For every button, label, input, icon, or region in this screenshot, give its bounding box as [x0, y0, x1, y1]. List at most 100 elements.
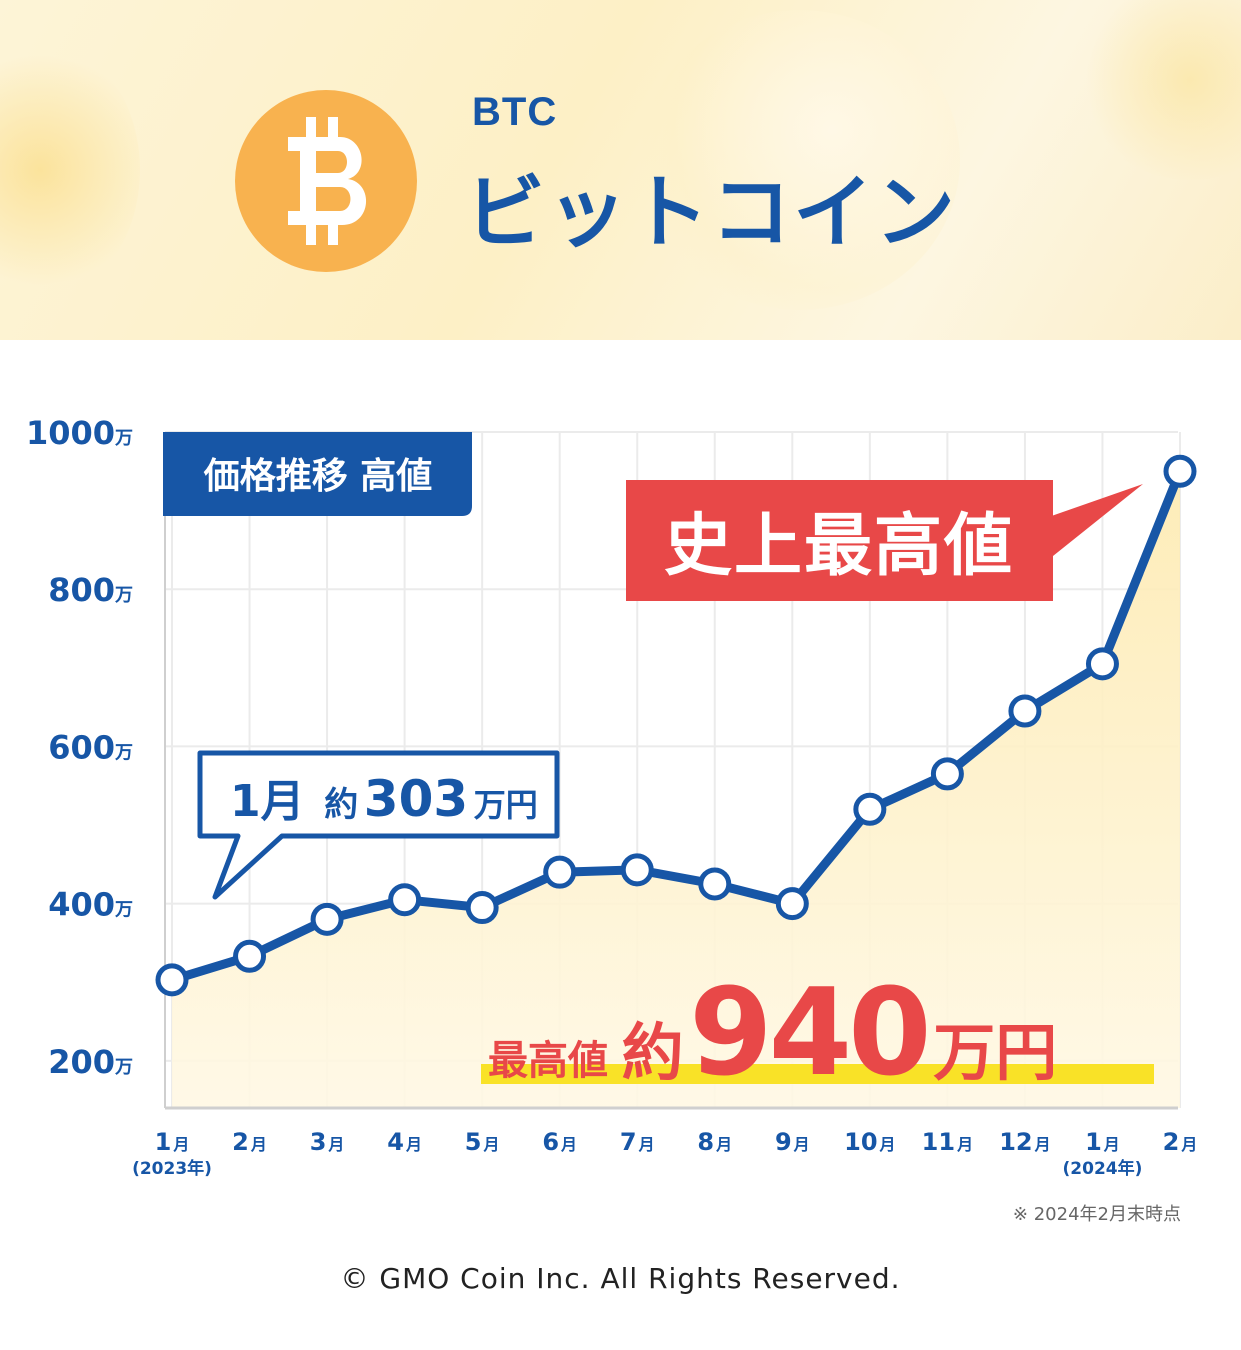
highlight-label: 最高値 — [488, 1038, 608, 1084]
chart-title: 価格推移 高値 — [203, 456, 433, 497]
bitcoin-icon — [235, 90, 417, 272]
header-banner: BTC ビットコイン — [0, 0, 1241, 340]
x-tick-number: 2 — [232, 1128, 249, 1156]
x-tick-number: 3 — [310, 1128, 327, 1156]
badge-label: 史上最高値 — [664, 507, 1014, 586]
callout-unit: 万円 — [474, 786, 538, 824]
x-tick-number: 8 — [697, 1128, 714, 1156]
y-tick-label: 1000万 — [26, 414, 133, 452]
background-blob — [640, 10, 960, 310]
callout-prefix: 約 — [324, 785, 358, 825]
callout-bubble — [197, 750, 560, 900]
y-tick-label: 600万 — [48, 728, 133, 766]
y-tick-unit: 万 — [114, 900, 133, 921]
x-tick-number: 4 — [387, 1128, 404, 1156]
coin-name: ビットコイン — [465, 166, 957, 259]
data-point — [1008, 694, 1042, 728]
data-point — [543, 855, 577, 889]
x-tick-unit: 月 — [250, 1135, 267, 1154]
x-tick-unit: 月 — [1180, 1135, 1197, 1154]
callout-month: 1月 — [230, 776, 305, 827]
x-tick-unit: 月 — [793, 1135, 810, 1154]
x-tick-label: 11 月 — [922, 1128, 973, 1156]
x-tick-unit: 月 — [1103, 1135, 1120, 1154]
data-point — [233, 939, 267, 973]
as-of-note: ※ 2024年2月末時点 — [1012, 1204, 1181, 1225]
data-point — [698, 867, 732, 901]
callout-value: 303 — [364, 770, 468, 828]
x-tick-sublabel: (2024年) — [1063, 1158, 1143, 1179]
svg-text:最高値 約 940 万円: 最高値 約 940 万円 — [488, 964, 1057, 1103]
y-tick-label: 800万 — [48, 571, 133, 609]
x-tick-number: 12 — [999, 1128, 1032, 1156]
highlight-underline — [481, 1064, 1154, 1084]
x-tick-unit: 月 — [482, 1135, 499, 1154]
data-point — [930, 757, 964, 791]
chart-title-tab — [163, 432, 472, 516]
x-tick-unit: 月 — [1034, 1135, 1051, 1154]
x-tick-number: 2 — [1163, 1128, 1180, 1156]
x-tick-unit: 月 — [405, 1135, 422, 1154]
y-tick-value: 400 — [48, 886, 115, 924]
x-tick-sublabel: (2023年) — [132, 1158, 212, 1179]
y-tick-label: 400万 — [48, 886, 133, 924]
y-tick-unit: 万 — [114, 428, 133, 449]
x-tick-number: 10 — [844, 1128, 877, 1156]
y-tick-label: 200万 — [48, 1043, 133, 1081]
x-tick-number: 7 — [620, 1128, 637, 1156]
highlight-value: 940 — [689, 964, 928, 1103]
y-tick-value: 1000 — [26, 414, 115, 452]
highlight-prefix: 約 — [622, 1016, 684, 1089]
x-tick-number: 9 — [775, 1128, 792, 1156]
x-tick-unit: 月 — [715, 1135, 732, 1154]
axes — [164, 432, 1178, 1110]
x-tick-number: 1 — [155, 1128, 172, 1156]
record-badge: 史上最高値 — [626, 480, 1143, 601]
x-tick-number: 1 — [1085, 1128, 1102, 1156]
x-tick-unit: 月 — [560, 1135, 577, 1154]
data-point — [388, 883, 422, 917]
y-tick-value: 600 — [48, 728, 115, 766]
data-point — [1163, 454, 1197, 488]
data-point — [853, 792, 887, 826]
badge-box — [626, 480, 1053, 601]
data-points — [155, 454, 1197, 997]
y-tick-unit: 万 — [114, 585, 133, 606]
x-tick-unit: 月 — [879, 1135, 896, 1154]
x-tick-unit: 月 — [327, 1135, 344, 1154]
x-tick-unit: 月 — [956, 1135, 973, 1154]
y-tick-value: 800 — [48, 571, 115, 609]
highlight-unit: 万円 — [933, 1016, 1057, 1089]
y-tick-unit: 万 — [114, 1057, 133, 1078]
data-point — [310, 902, 344, 936]
data-point — [155, 963, 189, 997]
area-fill — [172, 471, 1180, 1108]
x-tick-unit: 月 — [638, 1135, 655, 1154]
data-point — [1085, 647, 1119, 681]
svg-text:1月 約 303 万円: 1月 約 303 万円 — [230, 770, 538, 828]
x-tick-unit: 月 — [172, 1135, 189, 1154]
ticker-symbol: BTC — [472, 90, 558, 134]
data-point — [775, 887, 809, 921]
max-highlight: 最高値 約 940 万円 — [481, 964, 1154, 1103]
y-tick-unit: 万 — [114, 742, 133, 763]
x-tick-number: 6 — [542, 1128, 559, 1156]
x-tick-label: 10 月 — [844, 1128, 895, 1156]
copyright: © GMO Coin Inc. All Rights Reserved. — [340, 1262, 901, 1295]
data-point — [620, 853, 654, 887]
x-tick-number: 11 — [922, 1128, 955, 1156]
badge-pointer — [1040, 484, 1143, 560]
x-tick-number: 5 — [465, 1128, 482, 1156]
